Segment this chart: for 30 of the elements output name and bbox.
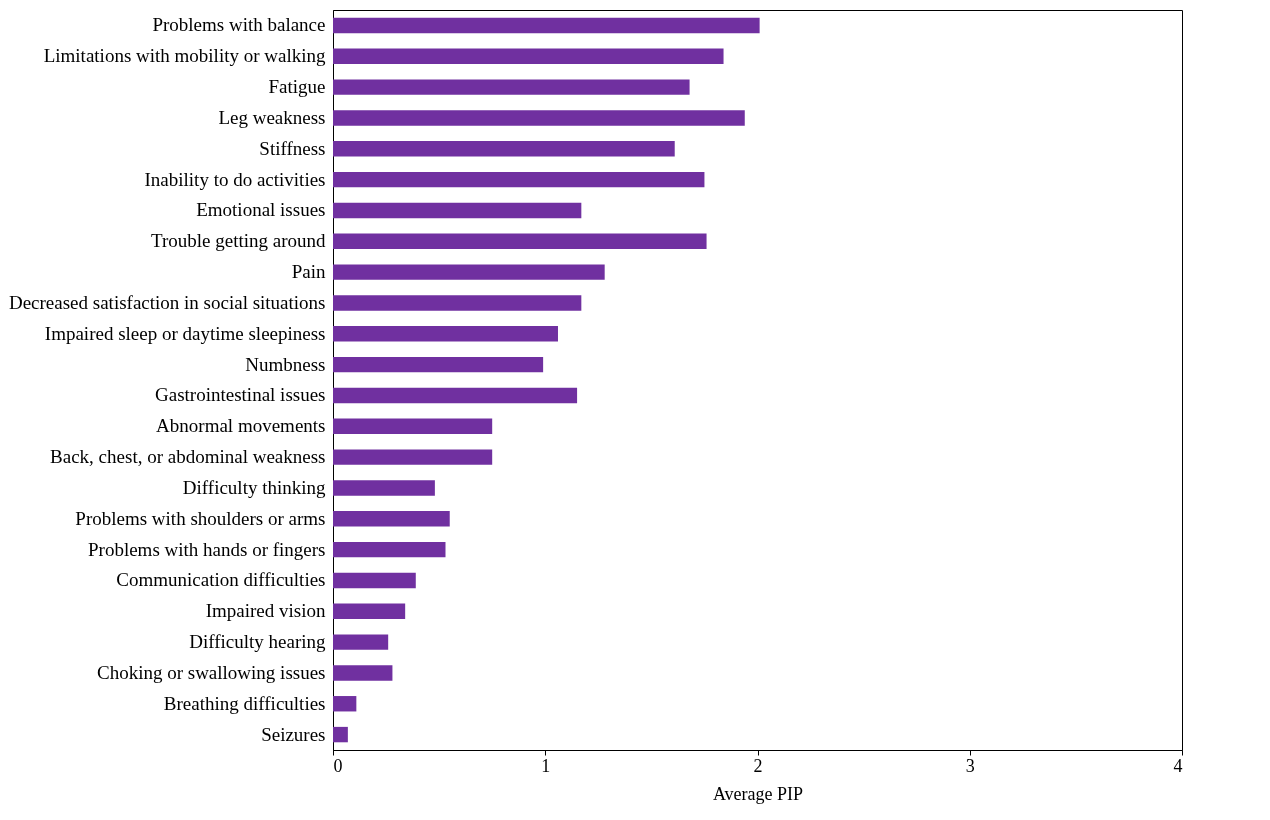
y-tick-label: Pain — [291, 261, 326, 283]
y-tick-label: Emotional issues — [196, 199, 326, 221]
y-tick-label: Back, chest, or abdominal weakness — [50, 446, 326, 468]
y-tick-label: Gastrointestinal issues — [155, 384, 326, 406]
y-tick-label: Decreased satisfaction in social situations — [8, 291, 326, 313]
y-tick-label: Leg weakness — [218, 106, 326, 128]
y-tick-label: Problems with hands or fingers — [88, 538, 326, 560]
y-tick-label: Impaired sleep or daytime sleepiness — [44, 322, 326, 344]
y-tick-label: Numbness — [245, 353, 326, 375]
x-tick-label: 2 — [753, 755, 763, 776]
x-tick-label: 1 — [541, 755, 551, 776]
y-tick-label: Difficulty thinking — [182, 476, 326, 498]
y-tick-label: Difficulty hearing — [189, 631, 326, 653]
x-tick-label: 4 — [1173, 755, 1183, 776]
y-tick-label: Impaired vision — [205, 600, 326, 622]
y-tick-label: Problems with balance — [152, 14, 326, 36]
y-tick-label: Communication difficulties — [116, 569, 326, 591]
x-tick-label: 0 — [333, 755, 343, 776]
y-tick-label: Breathing difficulties — [163, 692, 326, 714]
x-tick-label: 3 — [965, 755, 975, 776]
y-tick-label: Limitations with mobility or walking — [43, 45, 326, 67]
y-tick-label: Choking or swallowing issues — [96, 661, 326, 683]
y-tick-label: Inability to do activities — [144, 168, 326, 190]
y-tick-label: Problems with shoulders or arms — [75, 507, 326, 529]
y-tick-label: Fatigue — [268, 76, 326, 98]
x-axis-title: Average PIP — [712, 783, 804, 804]
y-tick-label: Seizures — [261, 723, 326, 745]
y-tick-label: Stiffness — [259, 137, 326, 159]
y-tick-label: Trouble getting around — [150, 230, 326, 252]
y-tick-label: Abnormal movements — [156, 415, 326, 437]
